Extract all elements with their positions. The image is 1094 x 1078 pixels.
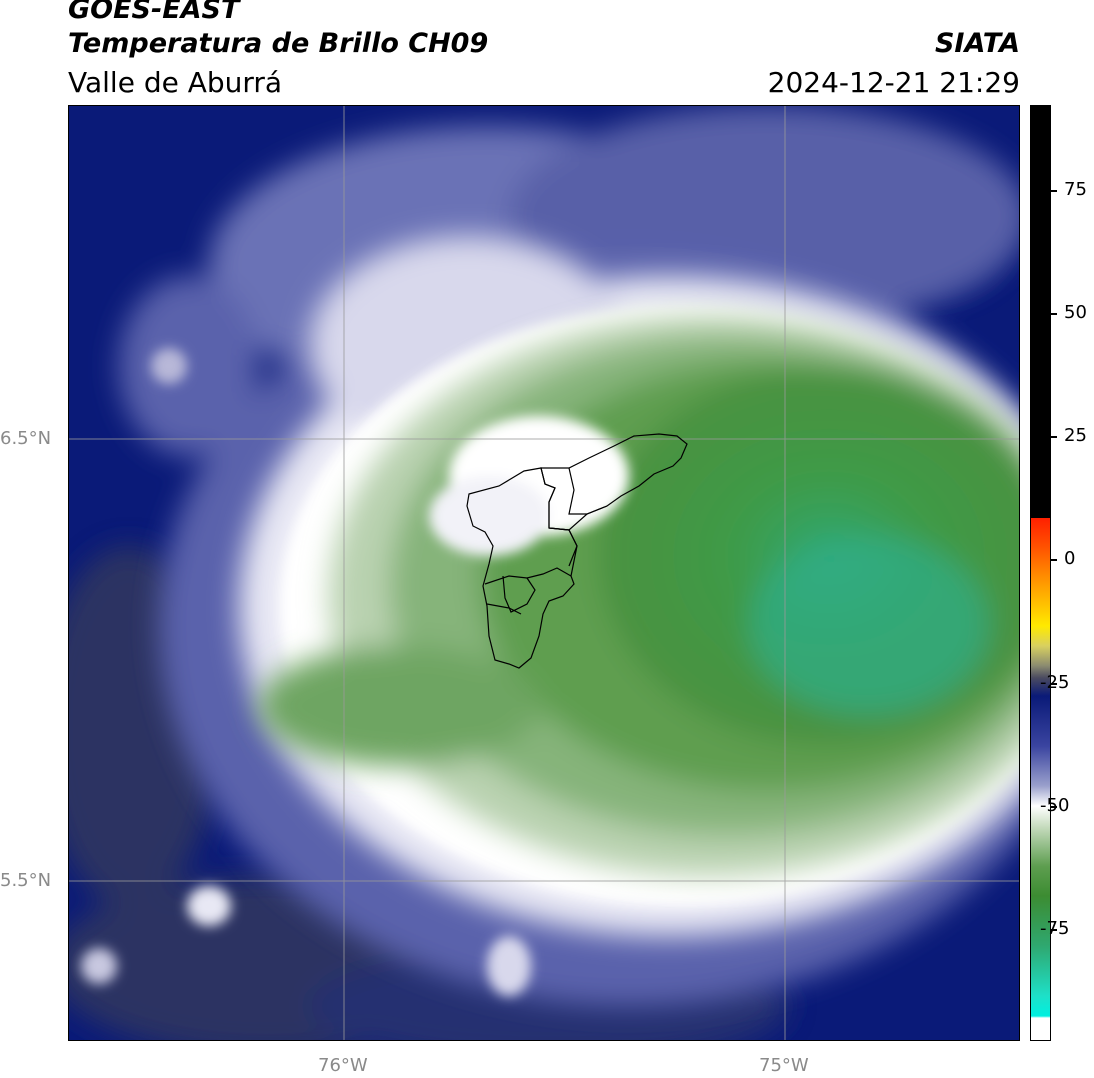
datetime-title: 2024-12-21 21:29 xyxy=(767,66,1020,99)
colorbar-label-minus75: -75 xyxy=(1040,918,1070,939)
brightness-temperature-map xyxy=(68,105,1020,1041)
colorbar-tick xyxy=(1051,806,1057,808)
satellite-title: GOES-EAST xyxy=(68,0,240,25)
valle-de-aburra-outline xyxy=(466,433,688,669)
region-title: Valle de Aburrá xyxy=(68,66,283,99)
map-canvas xyxy=(69,106,1019,1040)
agency-title: SIATA xyxy=(934,28,1020,59)
product-title: Temperatura de Brillo CH09 xyxy=(68,28,489,59)
lat-label-6-5: 6.5°N xyxy=(0,428,52,449)
colorbar-label-50: 50 xyxy=(1064,302,1087,323)
colorbar-label-75: 75 xyxy=(1064,179,1087,200)
lat-label-5-5: 5.5°N xyxy=(0,870,52,891)
lon-label-76: 76°W xyxy=(318,1055,368,1076)
colorbar-tick xyxy=(1051,559,1057,561)
colorbar xyxy=(1030,105,1051,1041)
colorbar-label-minus25: -25 xyxy=(1040,672,1070,693)
colorbar-tick xyxy=(1051,683,1057,685)
colorbar-tick xyxy=(1051,929,1057,931)
colorbar-label-25: 25 xyxy=(1064,425,1087,446)
colorbar-tick xyxy=(1051,313,1057,315)
lon-label-75: 75°W xyxy=(759,1055,809,1076)
colorbar-label-minus50: -50 xyxy=(1040,795,1070,816)
colorbar-tick xyxy=(1051,436,1057,438)
colorbar-tick xyxy=(1051,190,1057,192)
colorbar-label-0: 0 xyxy=(1064,548,1076,569)
